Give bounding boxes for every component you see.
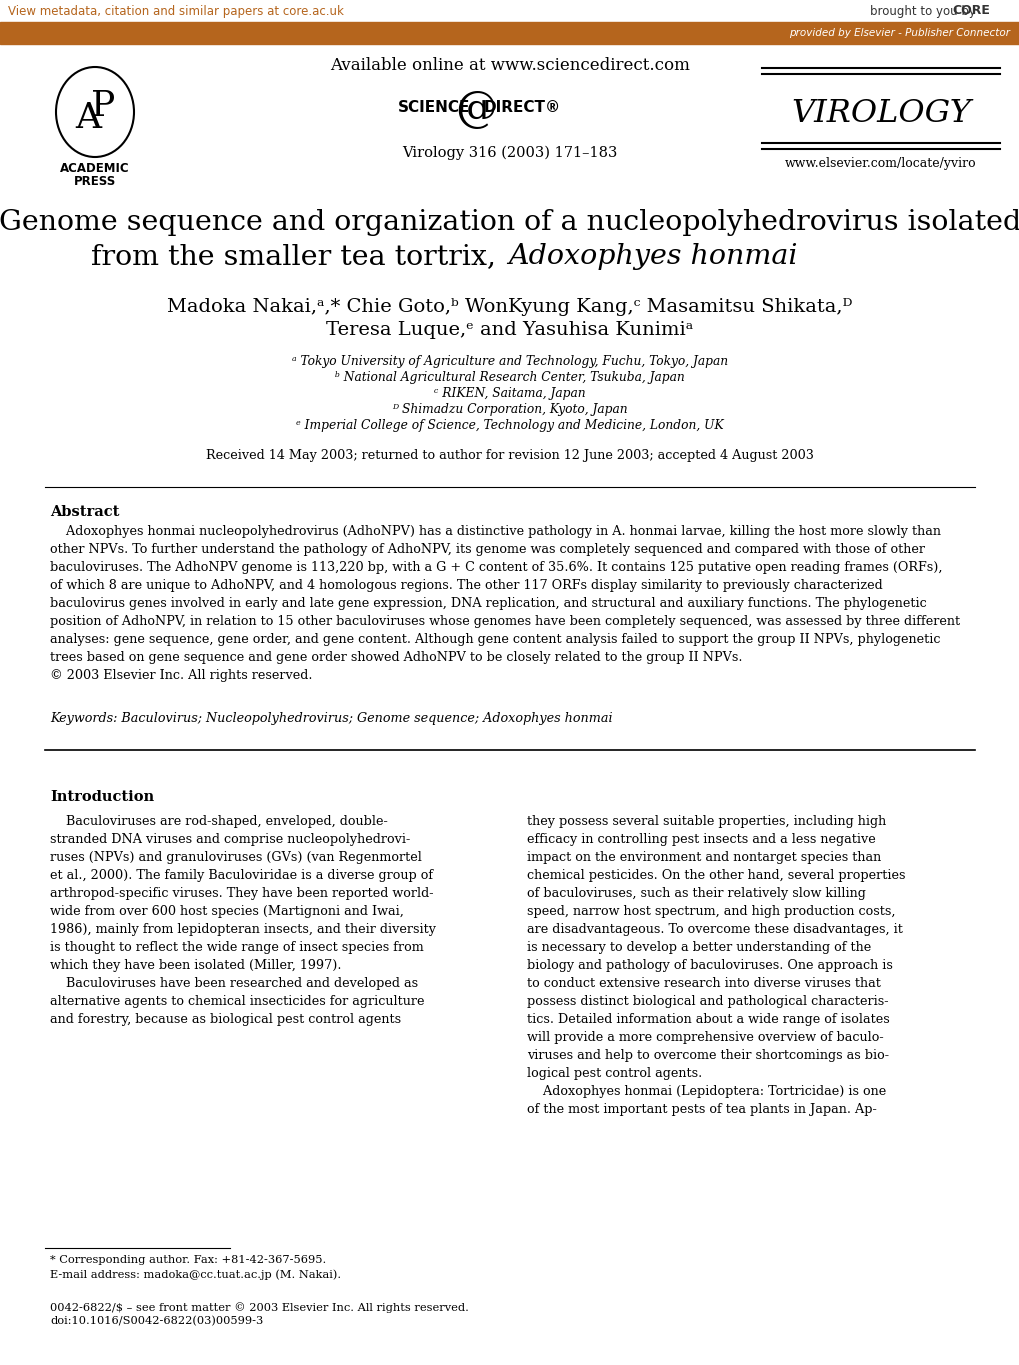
- Text: ᵉ Imperial College of Science, Technology and Medicine, London, UK: ᵉ Imperial College of Science, Technolog…: [296, 419, 723, 433]
- Text: @: @: [454, 89, 496, 131]
- Text: VIROLOGY: VIROLOGY: [791, 97, 970, 128]
- Text: Abstract: Abstract: [50, 505, 119, 519]
- Text: E-mail address: madoka@cc.tuat.ac.jp (M. Nakai).: E-mail address: madoka@cc.tuat.ac.jp (M.…: [50, 1269, 340, 1279]
- Text: Baculoviruses are rod-shaped, enveloped, double-
stranded DNA viruses and compri: Baculoviruses are rod-shaped, enveloped,…: [50, 815, 435, 1026]
- Text: A: A: [75, 101, 101, 135]
- Text: Virology 316 (2003) 171–183: Virology 316 (2003) 171–183: [401, 146, 618, 160]
- Text: doi:10.1016/S0042-6822(03)00599-3: doi:10.1016/S0042-6822(03)00599-3: [50, 1316, 263, 1327]
- Text: Adoxophyes honmai: Adoxophyes honmai: [507, 243, 797, 270]
- Bar: [0, 22, 1019, 44]
- Text: ᵇ National Agricultural Research Center, Tsukuba, Japan: ᵇ National Agricultural Research Center,…: [335, 371, 684, 385]
- Text: Adoxophyes honmai nucleopolyhedrovirus (AdhoNPV) has a distinctive pathology in : Adoxophyes honmai nucleopolyhedrovirus (…: [50, 526, 959, 682]
- Text: www.elsevier.com/locate/yviro: www.elsevier.com/locate/yviro: [785, 157, 976, 169]
- Text: provided by Elsevier - Publisher Connector: provided by Elsevier - Publisher Connect…: [789, 29, 1009, 38]
- Text: * Corresponding author. Fax: +81-42-367-5695.: * Corresponding author. Fax: +81-42-367-…: [50, 1254, 326, 1265]
- Text: they possess several suitable properties, including high
efficacy in controlling: they possess several suitable properties…: [527, 815, 905, 1117]
- Text: ᴰ Shimadzu Corporation, Kyoto, Japan: ᴰ Shimadzu Corporation, Kyoto, Japan: [391, 404, 628, 416]
- Text: Genome sequence and organization of a nucleopolyhedrovirus isolated: Genome sequence and organization of a nu…: [0, 209, 1019, 236]
- Text: DIRECT®: DIRECT®: [484, 101, 560, 116]
- Text: from the smaller tea tortrix,: from the smaller tea tortrix,: [91, 243, 504, 270]
- Text: ACADEMIC: ACADEMIC: [60, 162, 129, 175]
- Text: Keywords: Baculovirus; Nucleopolyhedrovirus; Genome sequence; Adoxophyes honmai: Keywords: Baculovirus; Nucleopolyhedrovi…: [50, 713, 612, 725]
- Text: View metadata, citation and similar papers at core.ac.uk: View metadata, citation and similar pape…: [8, 4, 343, 18]
- Text: brought to you by: brought to you by: [869, 4, 975, 18]
- Text: Received 14 May 2003; returned to author for revision 12 June 2003; accepted 4 A: Received 14 May 2003; returned to author…: [206, 449, 813, 461]
- Text: 0042-6822/$ – see front matter © 2003 Elsevier Inc. All rights reserved.: 0042-6822/$ – see front matter © 2003 El…: [50, 1302, 469, 1313]
- Text: ᵃ Tokyo University of Agriculture and Technology, Fuchu, Tokyo, Japan: ᵃ Tokyo University of Agriculture and Te…: [291, 355, 728, 369]
- Text: SCIENCE: SCIENCE: [397, 101, 470, 116]
- Text: ᶜ RIKEN, Saitama, Japan: ᶜ RIKEN, Saitama, Japan: [434, 388, 585, 400]
- Text: Available online at www.sciencedirect.com: Available online at www.sciencedirect.co…: [330, 56, 689, 74]
- Text: Madoka Nakai,ᵃ,* Chie Goto,ᵇ WonKyung Kang,ᶜ Masamitsu Shikata,ᴰ: Madoka Nakai,ᵃ,* Chie Goto,ᵇ WonKyung Ka…: [167, 298, 852, 317]
- Text: CORE: CORE: [951, 4, 989, 18]
- Text: Teresa Luque,ᵉ and Yasuhisa Kunimiᵃ: Teresa Luque,ᵉ and Yasuhisa Kunimiᵃ: [326, 321, 693, 339]
- Text: PRESS: PRESS: [73, 175, 116, 188]
- Text: P: P: [91, 89, 115, 123]
- Text: Introduction: Introduction: [50, 790, 154, 804]
